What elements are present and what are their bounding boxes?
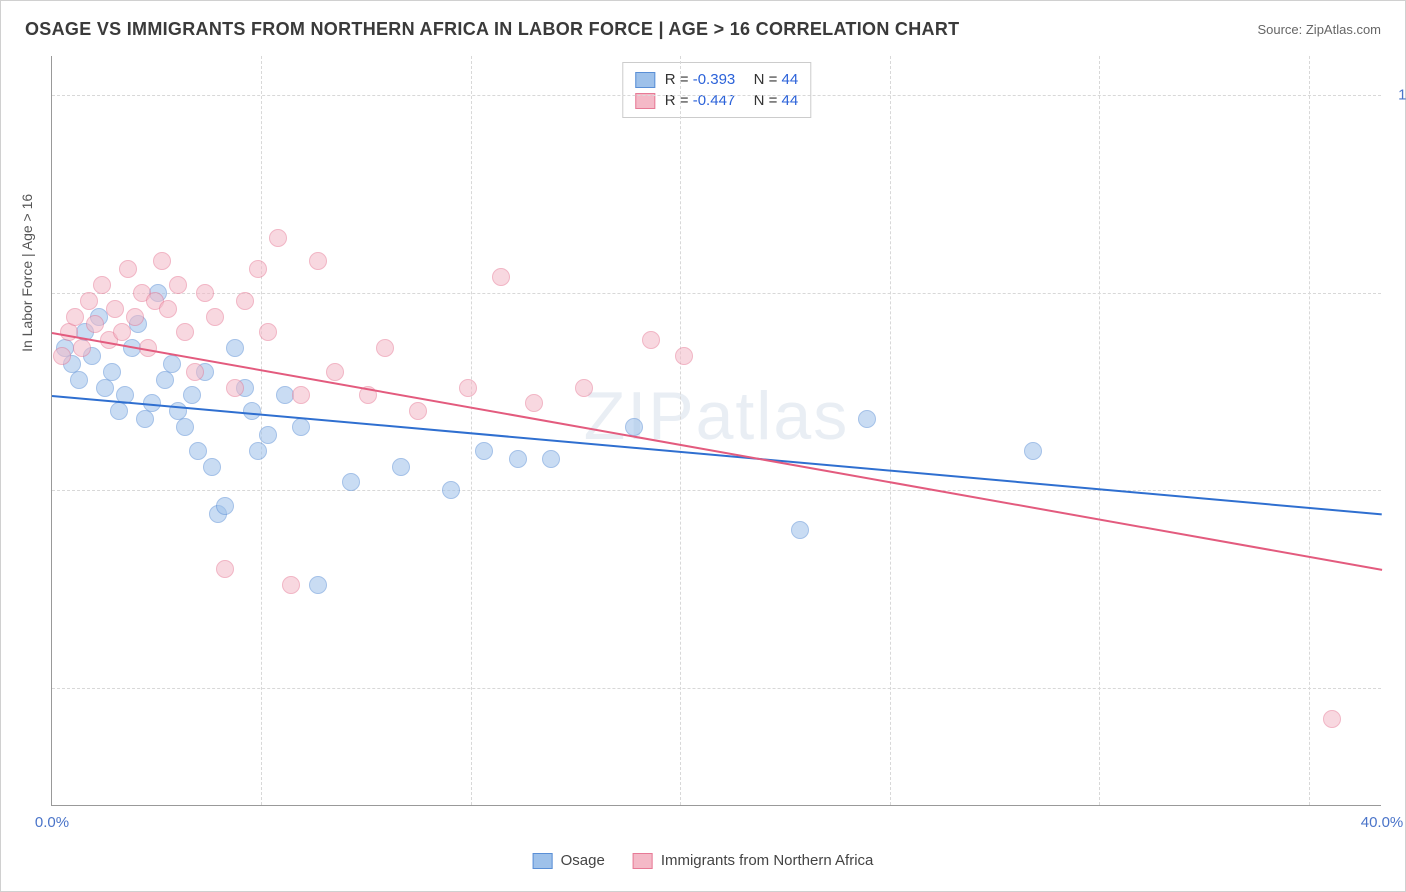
data-point <box>282 576 300 594</box>
data-point <box>103 363 121 381</box>
data-point <box>126 308 144 326</box>
data-point <box>276 386 294 404</box>
data-point <box>159 300 177 318</box>
legend-swatch <box>635 72 655 88</box>
data-point <box>292 418 310 436</box>
data-point <box>259 426 277 444</box>
data-point <box>309 252 327 270</box>
data-point <box>156 371 174 389</box>
data-point <box>196 284 214 302</box>
data-point <box>203 458 221 476</box>
data-point <box>259 323 277 341</box>
gridline-h <box>52 95 1381 96</box>
data-point <box>236 292 254 310</box>
data-point <box>176 323 194 341</box>
series-legend: Osage Immigrants from Northern Africa <box>533 852 874 869</box>
data-point <box>216 560 234 578</box>
y-axis-label: In Labor Force | Age > 16 <box>19 194 35 352</box>
data-point <box>93 276 111 294</box>
data-point <box>625 418 643 436</box>
data-point <box>525 394 543 412</box>
data-point <box>858 410 876 428</box>
data-point <box>110 402 128 420</box>
data-point <box>153 252 171 270</box>
data-point <box>1323 710 1341 728</box>
data-point <box>249 260 267 278</box>
legend-label: Osage <box>561 852 605 869</box>
legend-item: Immigrants from Northern Africa <box>633 852 874 869</box>
gridline-h <box>52 688 1381 689</box>
watermark: ZIPatlas <box>584 377 849 455</box>
data-point <box>269 229 287 247</box>
data-point <box>409 402 427 420</box>
data-point <box>492 268 510 286</box>
data-point <box>80 292 98 310</box>
data-point <box>206 308 224 326</box>
data-point <box>60 323 78 341</box>
gridline-v <box>890 56 891 805</box>
data-point <box>163 355 181 373</box>
source-label: Source: ZipAtlas.com <box>1257 22 1381 37</box>
data-point <box>176 418 194 436</box>
legend-label: Immigrants from Northern Africa <box>661 852 874 869</box>
data-point <box>459 379 477 397</box>
chart-header: OSAGE VS IMMIGRANTS FROM NORTHERN AFRICA… <box>25 19 1381 40</box>
plot-area: ZIPatlas R = -0.393 N = 44R = -0.447 N =… <box>51 56 1381 806</box>
legend-r: R = -0.393 <box>665 71 735 88</box>
gridline-v <box>471 56 472 805</box>
x-tick-label: 40.0% <box>1361 814 1404 831</box>
data-point <box>376 339 394 357</box>
data-point <box>509 450 527 468</box>
gridline-h <box>52 490 1381 491</box>
data-point <box>292 386 310 404</box>
legend-swatch <box>533 853 553 869</box>
data-point <box>73 339 91 357</box>
data-point <box>70 371 88 389</box>
chart-title: OSAGE VS IMMIGRANTS FROM NORTHERN AFRICA… <box>25 19 959 40</box>
gridline-v <box>1099 56 1100 805</box>
data-point <box>226 339 244 357</box>
data-point <box>309 576 327 594</box>
x-tick-label: 0.0% <box>35 814 69 831</box>
data-point <box>86 315 104 333</box>
legend-item: Osage <box>533 852 605 869</box>
gridline-v <box>1309 56 1310 805</box>
data-point <box>189 442 207 460</box>
data-point <box>392 458 410 476</box>
data-point <box>342 473 360 491</box>
data-point <box>113 323 131 341</box>
data-point <box>216 497 234 515</box>
data-point <box>326 363 344 381</box>
legend-row: R = -0.447 N = 44 <box>635 90 798 111</box>
data-point <box>106 300 124 318</box>
data-point <box>675 347 693 365</box>
y-tick-label: 100.0% <box>1398 87 1406 104</box>
data-point <box>53 347 71 365</box>
chart-container: OSAGE VS IMMIGRANTS FROM NORTHERN AFRICA… <box>0 0 1406 892</box>
data-point <box>186 363 204 381</box>
data-point <box>183 386 201 404</box>
data-point <box>249 442 267 460</box>
data-point <box>96 379 114 397</box>
data-point <box>542 450 560 468</box>
data-point <box>642 331 660 349</box>
data-point <box>136 410 154 428</box>
data-point <box>575 379 593 397</box>
data-point <box>791 521 809 539</box>
data-point <box>226 379 244 397</box>
legend-row: R = -0.393 N = 44 <box>635 69 798 90</box>
correlation-legend: R = -0.393 N = 44R = -0.447 N = 44 <box>622 62 811 118</box>
data-point <box>475 442 493 460</box>
data-point <box>119 260 137 278</box>
data-point <box>1024 442 1042 460</box>
data-point <box>169 276 187 294</box>
legend-swatch <box>633 853 653 869</box>
legend-n: N = 44 <box>745 71 798 88</box>
gridline-v <box>680 56 681 805</box>
data-point <box>442 481 460 499</box>
data-point <box>66 308 84 326</box>
